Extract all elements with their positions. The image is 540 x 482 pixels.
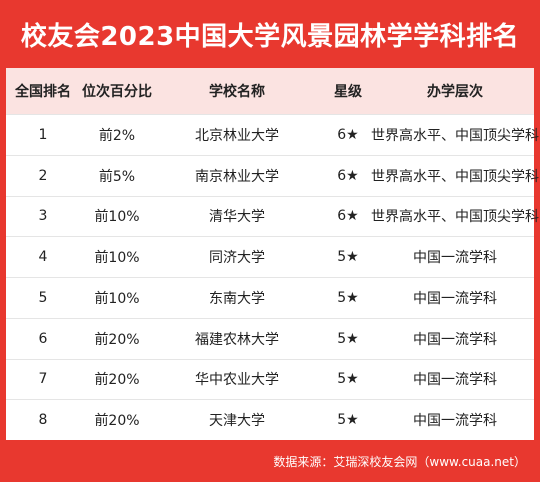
level-cell: 世界高水平、中国顶尖学科 (371, 127, 539, 144)
stars-cell: 6★ (337, 167, 359, 184)
source-note: 数据来源：艾瑞深校友会网（www.cuaa.net） (273, 454, 526, 469)
percent-cell: 前10% (94, 290, 140, 307)
rank-cell: 5 (38, 289, 48, 306)
stars-cell: 5★ (337, 412, 359, 429)
table-row: 2 前5% 南京林业大学 6★ 世界高水平、中国顶尖学科 (6, 154, 539, 196)
rank-cell: 3 (38, 208, 48, 225)
table-row: 8 前20% 天津大学 5★ 中国一流学科 (6, 399, 534, 440)
header-school: 学校名称 (209, 84, 265, 100)
percent-cell: 前5% (98, 168, 136, 185)
table-row: 1 前2% 北京林业大学 6★ 世界高水平、中国顶尖学科 (6, 114, 539, 155)
header-stars: 星级 (334, 84, 362, 100)
school-cell: 北京林业大学 (195, 127, 279, 144)
percent-cell: 前20% (94, 331, 140, 348)
school-cell: 清华大学 (209, 209, 265, 226)
level-cell: 中国一流学科 (413, 413, 497, 430)
rank-cell: 8 (38, 412, 48, 429)
stars-cell: 6★ (337, 208, 359, 225)
level-cell: 中国一流学科 (413, 331, 497, 348)
percent-cell: 前20% (94, 372, 140, 389)
school-cell: 天津大学 (209, 413, 265, 430)
header-rank: 全国排名 (15, 84, 71, 100)
percent-cell: 前10% (94, 209, 140, 226)
rank-cell: 2 (38, 167, 48, 184)
school-cell: 福建农林大学 (195, 331, 279, 348)
stars-cell: 5★ (337, 371, 359, 388)
percent-cell: 前2% (98, 127, 136, 144)
table-row: 3 前10% 清华大学 6★ 世界高水平、中国顶尖学科 (6, 195, 539, 237)
table-row: 5 前10% 东南大学 5★ 中国一流学科 (6, 277, 534, 318)
level-cell: 世界高水平、中国顶尖学科 (371, 168, 539, 185)
school-cell: 华中农业大学 (195, 372, 279, 389)
stars-cell: 5★ (337, 289, 359, 306)
stars-cell: 5★ (337, 249, 359, 266)
level-cell: 世界高水平、中国顶尖学科 (371, 209, 539, 226)
table-header-row: 全国排名 位次百分比 学校名称 星级 办学层次 (6, 68, 534, 114)
table-row: 7 前20% 华中农业大学 5★ 中国一流学科 (6, 358, 534, 400)
level-cell: 中国一流学科 (413, 250, 497, 267)
rank-cell: 7 (38, 371, 48, 388)
table-row: 4 前10% 同济大学 5★ 中国一流学科 (6, 236, 534, 277)
rank-cell: 4 (38, 249, 48, 266)
rank-cell: 1 (38, 126, 48, 143)
school-cell: 同济大学 (209, 250, 265, 267)
percent-cell: 前10% (94, 250, 140, 267)
level-cell: 中国一流学科 (413, 372, 497, 389)
header-level: 办学层次 (427, 84, 483, 100)
table-row: 6 前20% 福建农林大学 5★ 中国一流学科 (6, 317, 534, 359)
header-percent: 位次百分比 (82, 84, 152, 100)
school-cell: 东南大学 (209, 290, 265, 307)
percent-cell: 前20% (94, 413, 140, 430)
page-title: 校友会2023中国大学风景园林学学科排名 (20, 21, 520, 52)
school-cell: 南京林业大学 (195, 168, 279, 185)
stars-cell: 6★ (337, 126, 359, 143)
level-cell: 中国一流学科 (413, 290, 497, 307)
rank-cell: 6 (38, 330, 48, 347)
ranking-table: 全国排名 位次百分比 学校名称 星级 办学层次 1 前2% 北京林业大学 6★ … (6, 68, 539, 440)
stars-cell: 5★ (337, 330, 359, 347)
